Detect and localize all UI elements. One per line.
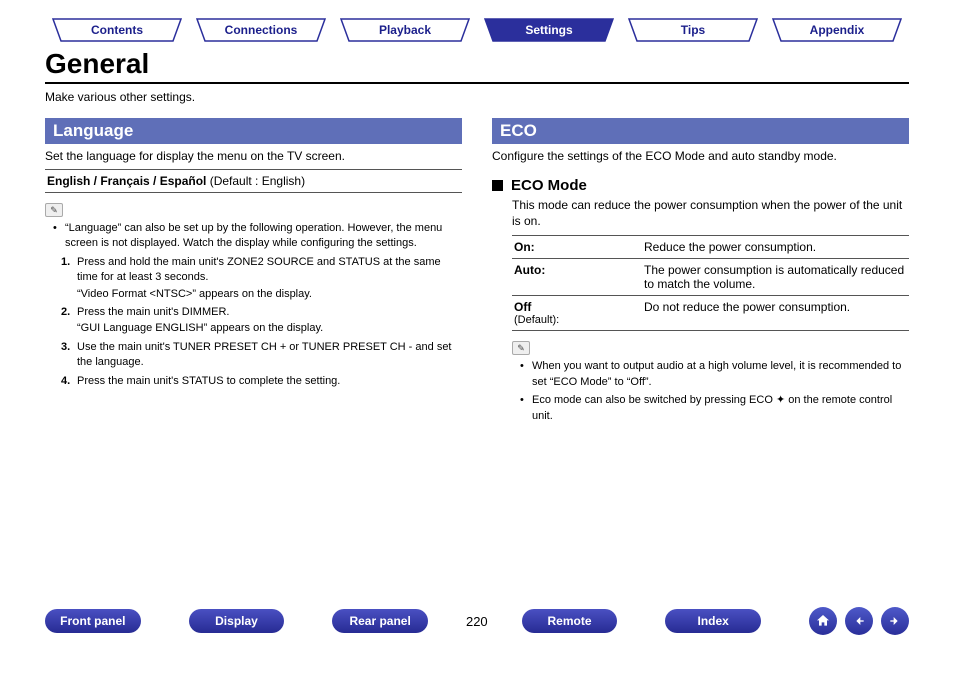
opt-key: Off (Default): (512, 296, 642, 331)
prev-page-button[interactable] (845, 607, 873, 635)
language-options-default: (Default : English) (206, 174, 305, 188)
tab-connections[interactable]: Connections (189, 18, 333, 42)
language-note-bullets: “Language” can also be set up by the fol… (45, 221, 462, 252)
tab-label: Connections (225, 23, 298, 37)
tab-label: Settings (525, 23, 572, 37)
tab-label: Playback (379, 23, 431, 37)
opt-key: On: (512, 236, 642, 259)
language-step-2: Press the main unit's DIMMER. “GUI Langu… (77, 305, 462, 337)
next-page-button[interactable] (881, 607, 909, 635)
page-intro: Make various other settings. (45, 90, 909, 104)
arrow-right-icon (887, 613, 903, 629)
home-button[interactable] (809, 607, 837, 635)
arrow-left-icon (851, 613, 867, 629)
step-text: Use the main unit's TUNER PRESET CH + or… (77, 341, 452, 368)
tab-label: Tips (681, 23, 705, 37)
tab-label: Appendix (810, 23, 865, 37)
footer-front-panel-button[interactable]: Front panel (45, 609, 141, 633)
eco-desc: Configure the settings of the ECO Mode a… (492, 149, 909, 163)
eco-mode-subhead: ECO Mode (492, 177, 909, 194)
eco-notes-bullets: When you want to output audio at a high … (512, 359, 909, 424)
top-tabs: Contents Connections Playback Settings T… (45, 18, 909, 42)
eco-note-1: When you want to output audio at a high … (532, 359, 909, 390)
opt-key: Auto: (512, 259, 642, 296)
language-step-4: Press the main unit's STATUS to complete… (77, 374, 462, 389)
opt-val: Do not reduce the power consumption. (642, 296, 909, 331)
tab-appendix[interactable]: Appendix (765, 18, 909, 42)
note-icon: ✎ (45, 203, 63, 217)
language-steps: Press and hold the main unit's ZONE2 SOU… (45, 255, 462, 389)
language-desc: Set the language for display the menu on… (45, 149, 462, 163)
footer-nav: Front panel Display Rear panel 220 Remot… (45, 607, 909, 635)
language-options: English / Français / Español (Default : … (45, 169, 462, 193)
opt-key-default: (Default): (514, 314, 640, 326)
tab-tips[interactable]: Tips (621, 18, 765, 42)
step-text: Press the main unit's STATUS to complete… (77, 375, 340, 387)
step-text: Press the main unit's DIMMER. (77, 306, 229, 318)
language-step-1: Press and hold the main unit's ZONE2 SOU… (77, 255, 462, 302)
language-note-intro: “Language” can also be set up by the fol… (65, 221, 462, 252)
right-column: ECO Configure the settings of the ECO Mo… (492, 118, 909, 427)
language-step-3: Use the main unit's TUNER PRESET CH + or… (77, 340, 462, 371)
opt-val: The power consumption is automatically r… (642, 259, 909, 296)
step-sub: “Video Format <NTSC>” appears on the dis… (77, 287, 462, 302)
opt-val: Reduce the power consumption. (642, 236, 909, 259)
footer-rear-panel-button[interactable]: Rear panel (332, 609, 428, 633)
tab-label: Contents (91, 23, 143, 37)
eco-mode-label: ECO Mode (511, 177, 587, 194)
step-sub: “GUI Language ENGLISH” appears on the di… (77, 321, 462, 336)
title-rule (45, 82, 909, 84)
left-column: Language Set the language for display th… (45, 118, 462, 427)
step-text: Press and hold the main unit's ZONE2 SOU… (77, 256, 441, 283)
footer-index-button[interactable]: Index (665, 609, 761, 633)
table-row: On: Reduce the power consumption. (512, 236, 909, 259)
opt-key-main: Off (514, 300, 531, 314)
home-icon (815, 613, 831, 629)
tab-settings[interactable]: Settings (477, 18, 621, 42)
footer-remote-button[interactable]: Remote (522, 609, 618, 633)
square-bullet-icon (492, 180, 503, 191)
eco-options-table: On: Reduce the power consumption. Auto: … (512, 235, 909, 331)
section-language-head: Language (45, 118, 462, 144)
tab-playback[interactable]: Playback (333, 18, 477, 42)
language-options-bold: English / Français / Español (47, 174, 206, 188)
page-title: General (45, 48, 909, 80)
eco-mode-desc: This mode can reduce the power consumpti… (512, 197, 909, 229)
table-row: Auto: The power consumption is automatic… (512, 259, 909, 296)
note-icon: ✎ (512, 341, 530, 355)
section-eco-head: ECO (492, 118, 909, 144)
footer-display-button[interactable]: Display (189, 609, 285, 633)
eco-note-2: Eco mode can also be switched by pressin… (532, 393, 909, 424)
tab-contents[interactable]: Contents (45, 18, 189, 42)
table-row: Off (Default): Do not reduce the power c… (512, 296, 909, 331)
page-number: 220 (466, 614, 488, 629)
